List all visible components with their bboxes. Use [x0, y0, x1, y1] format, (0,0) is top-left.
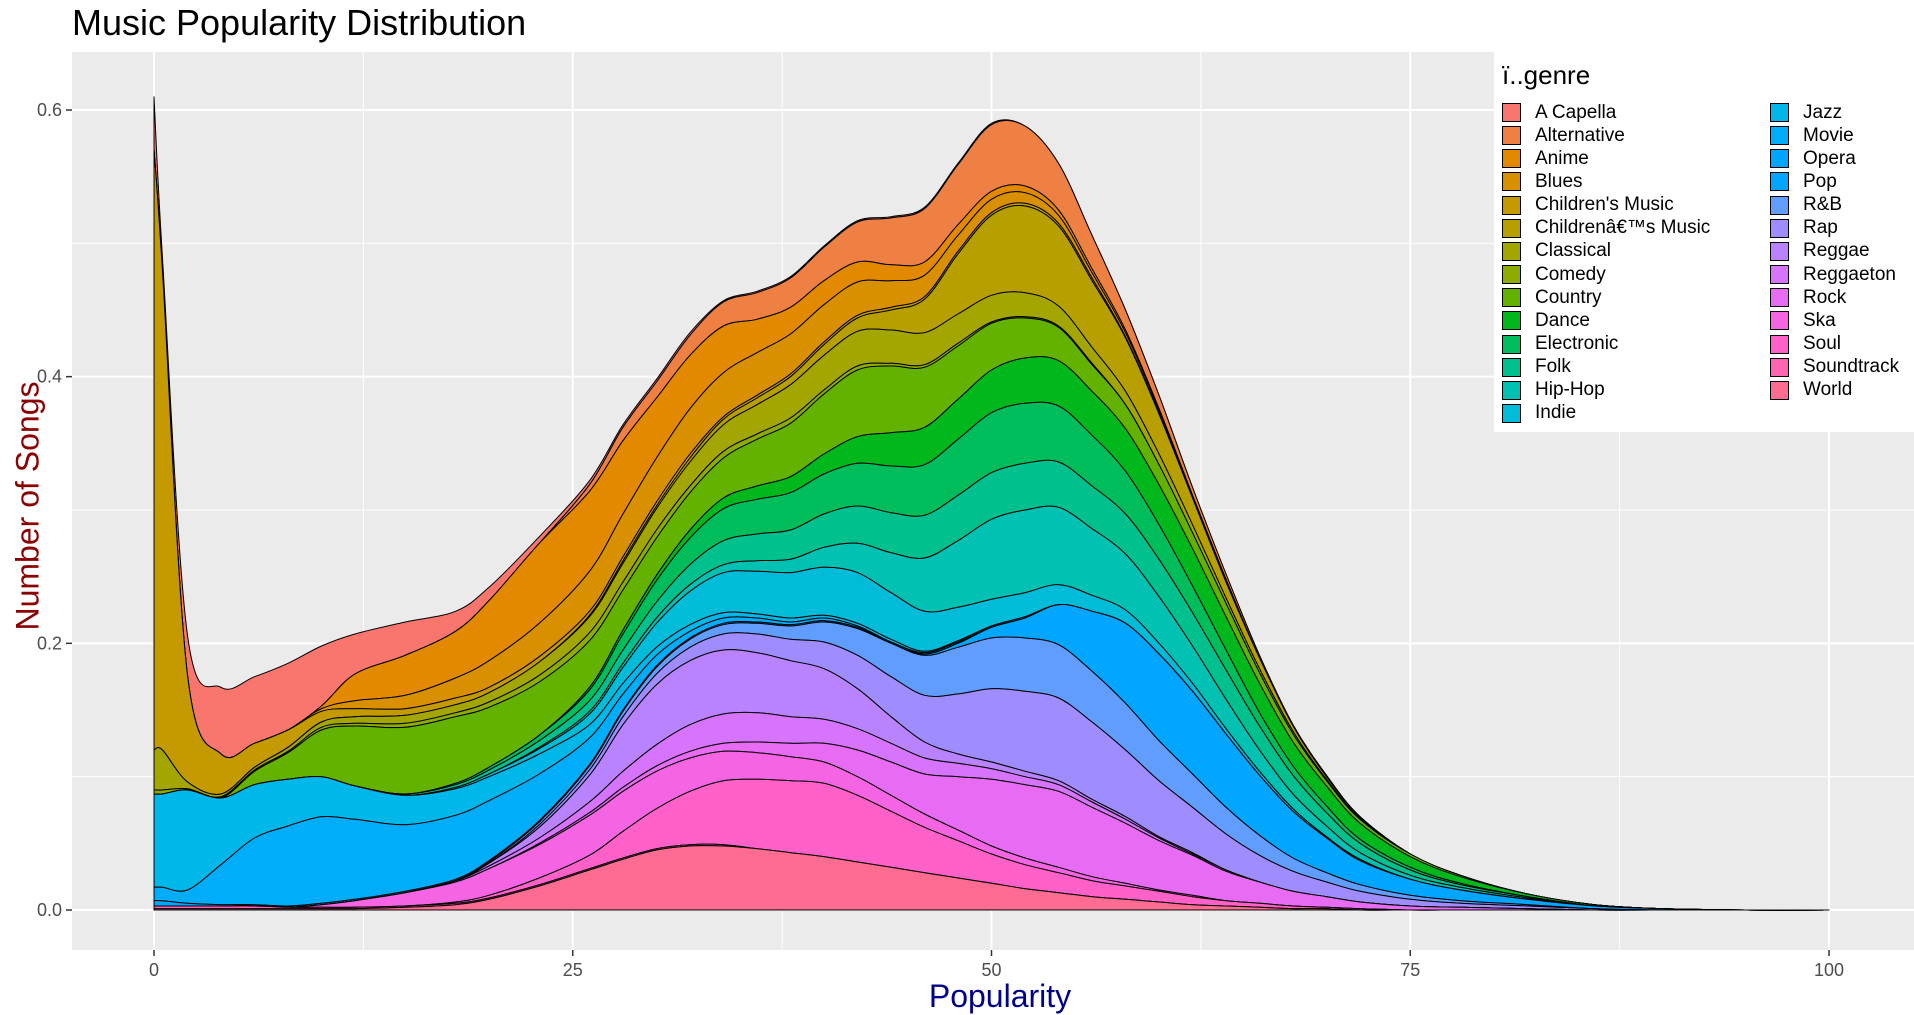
- legend-item: Soul: [1770, 333, 1841, 356]
- legend-item: Electronic: [1502, 333, 1618, 356]
- legend-label: Children's Music: [1535, 194, 1674, 216]
- legend-item: Soundtrack: [1770, 356, 1899, 379]
- legend-item: Pop: [1770, 170, 1837, 193]
- legend-item: Opera: [1770, 147, 1856, 170]
- legend-key: [1502, 241, 1521, 261]
- legend-label: Folk: [1535, 356, 1571, 378]
- legend-label: Hip-Hop: [1535, 379, 1605, 401]
- legend-key: [1502, 265, 1521, 285]
- legend-label: Jazz: [1803, 101, 1843, 123]
- legend-key: [1770, 311, 1789, 331]
- legend: ï..genre A Capella Alternative Anime Blues C…: [1494, 52, 1914, 432]
- legend-item: R&B: [1770, 194, 1842, 217]
- legend-label: Rap: [1803, 217, 1838, 239]
- y-axis-ticks: 0.0 0.2 0.4 0.6: [37, 100, 72, 920]
- legend-item: Comedy: [1502, 263, 1606, 286]
- legend-key: [1502, 403, 1521, 423]
- legend-item: Reggae: [1770, 240, 1870, 263]
- legend-item: Anime: [1502, 147, 1589, 170]
- legend-item: Hip-Hop: [1502, 379, 1605, 402]
- legend-label: Rock: [1803, 286, 1847, 308]
- legend-label: Alternative: [1535, 124, 1625, 146]
- chart-title: Music Popularity Distribution: [72, 2, 527, 43]
- legend-key: [1502, 103, 1521, 122]
- legend-key: [1502, 334, 1521, 354]
- legend-item: Rap: [1770, 217, 1838, 240]
- legend-label: Comedy: [1535, 263, 1606, 285]
- legend-item: Children's Music: [1502, 194, 1674, 217]
- legend-label: Classical: [1535, 240, 1612, 262]
- density-areas: [153, 96, 1830, 911]
- legend-label: R&B: [1803, 194, 1843, 216]
- legend-label: Dance: [1535, 309, 1590, 331]
- legend-item: Rock: [1770, 286, 1846, 309]
- legend-label: Ska: [1803, 309, 1836, 331]
- legend-key: [1770, 103, 1789, 122]
- legend-label: Country: [1535, 286, 1602, 308]
- x-tick-label: 75: [1400, 960, 1420, 980]
- legend-label: Indie: [1535, 402, 1577, 424]
- legend-label: Movie: [1803, 124, 1854, 146]
- legend-key: [1770, 380, 1789, 400]
- legend-item: World: [1770, 379, 1852, 402]
- legend-label: Opera: [1803, 147, 1856, 169]
- legend-label: A Capella: [1535, 101, 1617, 123]
- x-tick-label: 25: [563, 960, 583, 980]
- legend-key: [1770, 149, 1789, 169]
- y-axis-label: Number of Songs: [9, 381, 46, 631]
- legend-key: [1502, 380, 1521, 400]
- legend-key: [1502, 288, 1521, 308]
- legend-item: Movie: [1770, 124, 1854, 147]
- legend-key: [1770, 218, 1789, 238]
- legend-item: Dance: [1502, 309, 1590, 332]
- y-tick-label: 0.6: [37, 100, 62, 120]
- legend-key: [1502, 311, 1521, 331]
- legend-key: [1770, 334, 1789, 354]
- legend-key: [1770, 265, 1789, 285]
- legend-key: [1502, 149, 1521, 169]
- legend-label: Childrenâ€™s Music: [1535, 217, 1711, 239]
- x-axis-ticks: 0 25 50 75 100: [149, 950, 1844, 980]
- legend-label: Soundtrack: [1803, 356, 1900, 378]
- legend-key: [1502, 218, 1521, 238]
- y-tick-label: 0.0: [37, 900, 62, 920]
- legend-item: Jazz: [1770, 101, 1842, 124]
- legend-key: [1502, 357, 1521, 377]
- legend-label: Anime: [1535, 147, 1589, 169]
- x-tick-label: 50: [981, 960, 1001, 980]
- legend-label: Reggae: [1803, 240, 1870, 262]
- legend-label: Pop: [1803, 170, 1837, 192]
- legend-key: [1770, 357, 1789, 377]
- legend-key: [1770, 172, 1789, 192]
- x-tick-label: 100: [1814, 960, 1844, 980]
- legend-key: [1502, 172, 1521, 192]
- legend-label: Soul: [1803, 333, 1842, 354]
- legend-item: Country: [1502, 286, 1602, 309]
- area-world: [153, 845, 1830, 911]
- legend-item: Folk: [1502, 356, 1571, 379]
- x-tick-label: 0: [149, 960, 159, 980]
- legend-label: Electronic: [1535, 333, 1619, 354]
- legend-item: A Capella: [1502, 101, 1616, 124]
- x-axis-label: Popularity: [928, 978, 1072, 1014]
- legend-label: Reggaeton: [1803, 263, 1896, 285]
- y-tick-label: 0.4: [37, 367, 62, 387]
- legend-title: ï..genre: [1502, 60, 1591, 90]
- legend-label: Blues: [1535, 170, 1583, 192]
- legend-item: Childrenâ€™s Music: [1502, 217, 1710, 240]
- legend-key: [1502, 126, 1521, 146]
- legend-key: [1770, 126, 1789, 146]
- legend-item: Indie: [1502, 402, 1576, 425]
- legend-item: Alternative: [1502, 124, 1625, 147]
- legend-key: [1770, 195, 1789, 215]
- legend-label: World: [1803, 379, 1853, 401]
- legend-key: [1502, 195, 1521, 215]
- legend-item: Ska: [1770, 309, 1836, 332]
- legend-item: Classical: [1502, 240, 1611, 263]
- legend-key: [1770, 288, 1789, 308]
- y-tick-label: 0.2: [37, 633, 62, 653]
- legend-key: [1770, 241, 1789, 261]
- legend-item: Blues: [1502, 170, 1583, 193]
- legend-item: Reggaeton: [1770, 263, 1896, 286]
